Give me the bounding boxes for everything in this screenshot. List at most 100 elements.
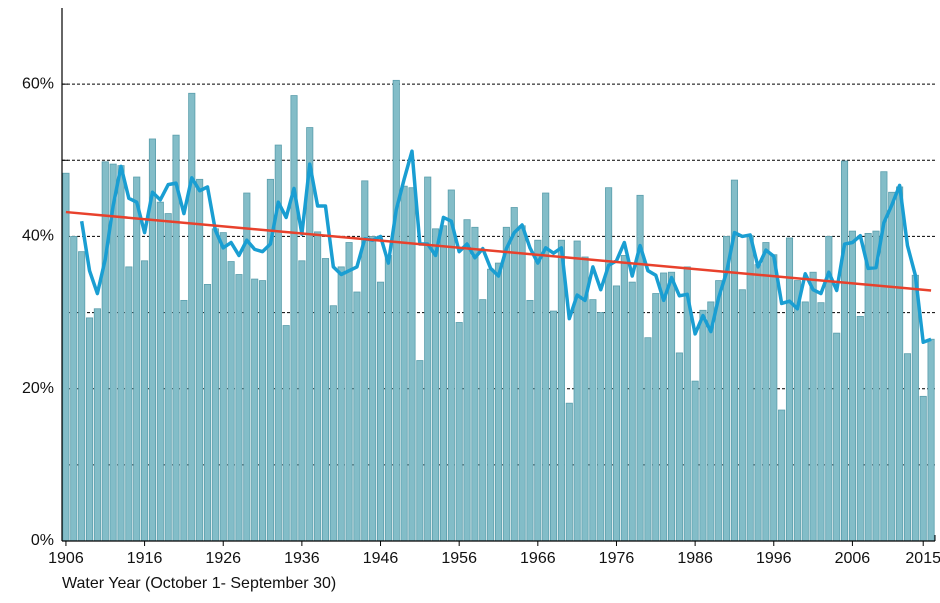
bar	[770, 254, 778, 542]
bar	[235, 274, 243, 542]
bar	[510, 207, 518, 542]
bar	[809, 271, 817, 542]
bar	[353, 291, 361, 542]
bar	[542, 192, 550, 542]
bar	[447, 189, 455, 542]
x-tick-label: 1966	[520, 550, 556, 567]
x-tick-label: 2006	[835, 550, 871, 567]
bar	[259, 280, 267, 542]
bar	[565, 402, 573, 542]
trend-line	[65, 210, 932, 292]
bar	[494, 262, 503, 542]
x-tick-label: 1996	[756, 550, 792, 567]
bar	[573, 240, 581, 542]
bar	[471, 226, 479, 542]
bar	[667, 271, 676, 542]
bar	[211, 228, 219, 542]
bar	[101, 161, 109, 542]
bar	[455, 322, 463, 542]
bar	[70, 236, 78, 542]
bar	[251, 278, 259, 542]
x-tick-label: 1956	[441, 550, 477, 567]
bar	[903, 353, 912, 542]
bar	[707, 301, 715, 542]
bar	[345, 242, 353, 542]
bar	[424, 176, 432, 542]
bar	[125, 266, 133, 542]
x-tick-label: 1936	[284, 550, 320, 567]
bar	[314, 231, 322, 542]
bar	[644, 337, 652, 542]
bar	[652, 293, 660, 542]
bar	[337, 266, 345, 542]
bar	[141, 260, 149, 542]
bar	[321, 258, 330, 542]
bar	[526, 299, 534, 542]
bar	[911, 274, 919, 542]
bar	[78, 251, 86, 542]
bar	[793, 280, 801, 542]
x-tick-label: 1976	[599, 550, 635, 567]
bar	[156, 201, 164, 542]
bar	[439, 225, 447, 542]
bar	[864, 232, 872, 542]
bar	[203, 283, 212, 542]
bar	[833, 332, 841, 542]
bar	[329, 305, 337, 542]
bar	[290, 95, 298, 542]
bar	[620, 255, 628, 542]
bar	[463, 219, 471, 542]
bar	[841, 160, 849, 542]
bar	[180, 299, 188, 542]
y-tick-label: 20%	[22, 380, 54, 397]
bar	[557, 239, 565, 542]
bar	[888, 191, 896, 542]
bar	[117, 165, 125, 542]
bar	[188, 92, 196, 542]
bar	[872, 230, 880, 542]
y-tick-label: 0%	[31, 532, 54, 549]
y-tick-label: 60%	[22, 75, 54, 92]
bar	[432, 228, 440, 542]
bar	[675, 352, 683, 542]
bar	[848, 230, 856, 542]
bar	[746, 235, 754, 542]
bar	[479, 299, 487, 542]
bar	[361, 180, 369, 542]
bar	[612, 285, 621, 542]
bar	[896, 186, 904, 542]
bar	[487, 268, 495, 542]
bar	[856, 315, 864, 542]
bar	[400, 185, 408, 542]
bar	[919, 395, 927, 542]
bar	[589, 299, 597, 542]
bar	[219, 232, 227, 542]
bar	[628, 281, 636, 542]
bar	[550, 310, 558, 542]
bar	[605, 187, 613, 542]
x-axis-title: Water Year (October 1- September 30)	[62, 575, 336, 592]
x-tick-label: 1916	[127, 550, 163, 567]
bar	[392, 79, 400, 542]
bar	[817, 302, 825, 542]
bar	[660, 272, 668, 542]
x-tick-label: 1906	[48, 550, 84, 567]
bar	[133, 176, 141, 542]
bar	[369, 236, 377, 542]
bar	[785, 237, 794, 542]
bar	[164, 213, 172, 542]
bar	[801, 301, 809, 542]
bar	[85, 317, 94, 542]
bar	[282, 325, 290, 542]
bar	[416, 360, 424, 542]
bar	[227, 261, 235, 542]
bar	[778, 409, 786, 542]
bar	[715, 280, 723, 542]
bar	[502, 226, 510, 542]
bar	[927, 338, 935, 542]
bar	[691, 380, 699, 542]
bar	[738, 289, 746, 542]
bar	[376, 281, 385, 542]
